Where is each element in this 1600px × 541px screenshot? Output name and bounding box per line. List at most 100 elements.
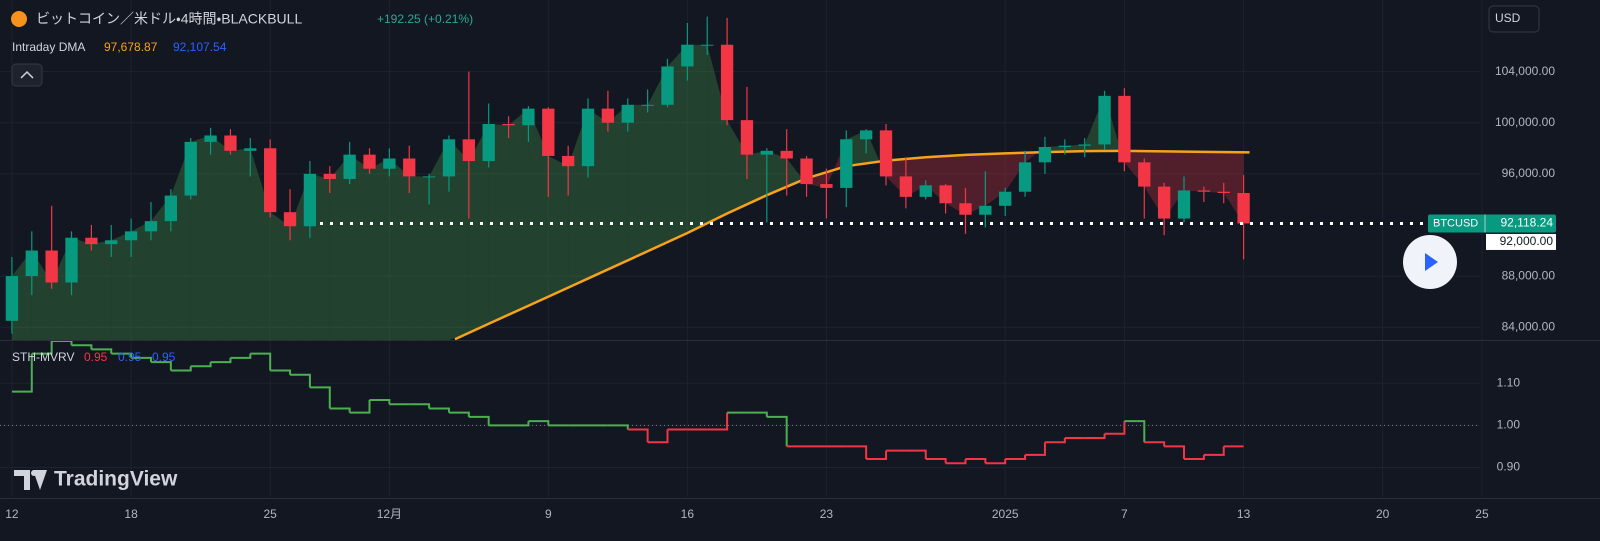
x-tick-label: 7: [1121, 507, 1128, 521]
cloud-fill: [111, 231, 132, 340]
mvrv-step: [290, 373, 311, 388]
y-tick-label: 100,000.00: [1495, 115, 1555, 129]
candle-body: [422, 176, 436, 178]
cloud-fill: [468, 123, 489, 333]
mvrv-step: [329, 407, 351, 413]
cloud-fill: [270, 212, 291, 340]
candle-body: [462, 139, 475, 162]
candle-body: [1098, 95, 1111, 145]
y-tick-label: 88,000.00: [1502, 268, 1556, 282]
candle-body: [1197, 190, 1211, 192]
candle-body: [601, 108, 615, 123]
x-tick-label: 16: [681, 507, 695, 521]
mvrv-step: [210, 357, 232, 364]
currency-label: USD: [1495, 11, 1521, 25]
legend-value: 0.95: [152, 350, 176, 364]
collapse-button[interactable]: [11, 63, 43, 87]
cloud-fill: [131, 221, 151, 340]
candle-body: [899, 176, 913, 197]
mvrv-step: [349, 400, 371, 414]
currency-button[interactable]: [1488, 5, 1540, 33]
y-tick-label: 96,000.00: [1502, 166, 1556, 180]
x-tick-label: 25: [1475, 507, 1489, 521]
mvrv-step: [508, 421, 530, 427]
candle-body: [780, 150, 793, 159]
mvrv-step: [866, 450, 888, 461]
mvrv-step: [31, 341, 53, 355]
candle-body: [283, 212, 297, 227]
mvrv-step: [11, 353, 33, 393]
candle-body: [403, 158, 416, 177]
candle-body: [303, 173, 317, 227]
candle-body: [859, 130, 873, 140]
mvrv-step: [468, 415, 490, 426]
mvrv-step: [647, 429, 669, 444]
mvrv-step: [1164, 445, 1185, 460]
candle-body: [1177, 190, 1191, 219]
candle-body: [25, 250, 38, 277]
cloud-fill: [1203, 151, 1224, 194]
candle-body: [343, 154, 356, 179]
candle-body: [363, 154, 376, 169]
indicator-name: Intraday DMA: [12, 40, 85, 54]
candle-body: [264, 148, 277, 213]
candle-body: [1237, 193, 1250, 224]
mvrv-step: [846, 445, 868, 460]
brand-logo-dot: [31, 470, 37, 476]
price-pane: [5, 16, 1250, 340]
brand-logo: [14, 470, 47, 490]
cloud-fill: [429, 139, 449, 340]
candle-body: [562, 155, 575, 167]
cloud-fill: [607, 104, 628, 270]
mvrv-step: [230, 353, 252, 359]
candle-body: [621, 104, 634, 123]
candle-body: [879, 130, 893, 177]
candle-body: [701, 44, 714, 46]
cloud-fill: [349, 154, 370, 340]
crosshair-box: [1486, 233, 1556, 250]
cloud-fill: [746, 150, 767, 205]
coin-icon: [11, 11, 27, 27]
candle-body: [1138, 162, 1151, 187]
collapse-icon: [20, 70, 34, 79]
mvrv-step: [965, 458, 987, 464]
mvrv-step: [905, 449, 927, 460]
cloud-fill: [389, 158, 410, 340]
candle-body: [979, 205, 992, 215]
mvrv-step: [985, 459, 1007, 465]
candle-body: [204, 135, 217, 142]
x-tick-label: 13: [1237, 507, 1251, 521]
candle-body: [45, 250, 58, 283]
indicator-pane: [0, 341, 1480, 465]
x-tick-label: 23: [820, 507, 834, 521]
mvrv-step: [190, 362, 212, 368]
cloud-fill: [707, 44, 728, 224]
candle-body: [522, 108, 535, 126]
mvrv-step: [91, 348, 113, 354]
mvrv-step: [1044, 437, 1066, 444]
candle-body: [244, 148, 257, 151]
mvrv-step: [607, 424, 629, 430]
mvrv-step: [150, 361, 172, 371]
candle-body: [681, 44, 694, 67]
mvrv-step: [131, 356, 152, 363]
crosshair-label: 92,000.00: [1500, 234, 1554, 248]
y2-tick-label: 1.00: [1497, 417, 1521, 431]
candle-body: [919, 185, 932, 197]
cloud-fill: [1025, 146, 1045, 163]
mvrv-step: [746, 411, 768, 417]
candle-body: [840, 139, 853, 188]
mvrv-step: [448, 411, 470, 417]
mvrv-step: [111, 352, 133, 358]
candle-body: [661, 66, 674, 105]
replay-icon: [1425, 253, 1438, 271]
cloud-fill: [548, 155, 569, 297]
mvrv-step: [766, 415, 788, 447]
price-change: +192.25 (+0.21%): [377, 12, 473, 26]
legend-value: 0.95: [84, 350, 108, 364]
mvrv-step: [925, 458, 947, 464]
last-price-box: [1428, 214, 1556, 233]
cloud-fill: [150, 195, 171, 340]
y-tick-label: 84,000.00: [1502, 319, 1556, 333]
